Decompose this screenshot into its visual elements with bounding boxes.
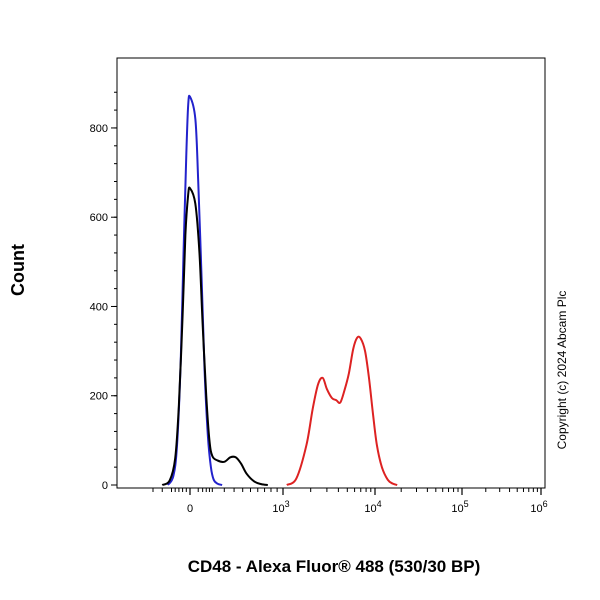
- x-tick-label: 0: [187, 503, 193, 515]
- x-tick-label: 104: [364, 499, 381, 515]
- x-tick-label: 106: [530, 499, 547, 515]
- series-line-3: [286, 335, 398, 486]
- x-axis-title: CD48 - Alexa Fluor® 488 (530/30 BP): [188, 557, 481, 576]
- y-tick-label: 400: [90, 301, 108, 313]
- series-line-1: [166, 94, 223, 486]
- y-axis: 0 200 400 600 800: [90, 91, 117, 492]
- x-tick-label: 103: [272, 499, 289, 515]
- plot-frame: [116, 57, 546, 489]
- series-layer: [161, 94, 398, 486]
- y-axis-title: Count: [8, 244, 28, 296]
- x-tick-label: 105: [451, 499, 468, 515]
- series-line-2: [161, 186, 268, 486]
- copyright-annotation: Copyright (c) 2024 Abcam Plc: [555, 291, 569, 450]
- y-tick-label: 0: [102, 480, 108, 492]
- x-axis: 0 103 104 105 106: [152, 488, 548, 515]
- y-tick-label: 800: [90, 123, 108, 135]
- y-tick-label: 600: [90, 212, 108, 224]
- y-tick-label: 200: [90, 391, 108, 403]
